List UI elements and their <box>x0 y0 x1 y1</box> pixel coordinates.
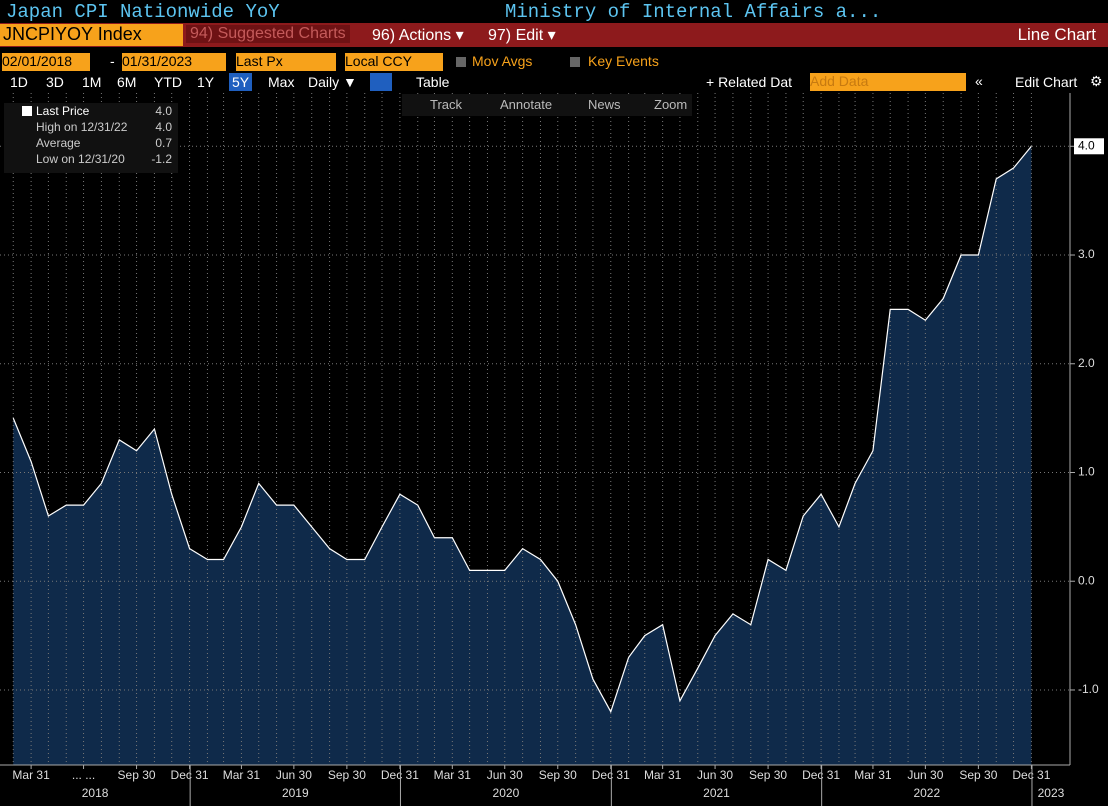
suggested-charts[interactable]: 94) Suggested Charts <box>186 25 350 43</box>
y-tick-label: -1.0 <box>1078 682 1099 696</box>
legend-swatch <box>22 106 32 116</box>
period-button[interactable]: 5Y <box>229 73 253 91</box>
period-button[interactable]: 6M <box>117 74 137 90</box>
y-tick-label: 0.0 <box>1078 573 1095 587</box>
dash: - <box>110 53 115 69</box>
x-tick-label: Mar 31 <box>12 768 50 782</box>
x-tick-label: Mar 31 <box>434 768 472 782</box>
settings[interactable]: ⚙ <box>1090 73 1103 89</box>
y-tick-label: 1.0 <box>1078 465 1095 479</box>
legend-label: Last Price <box>36 104 90 118</box>
last-value-label: 4.0 <box>1078 138 1095 152</box>
year-label: 2018 <box>82 786 109 800</box>
period-button[interactable]: YTD <box>154 74 182 90</box>
header: Japan CPI Nationwide YoY Ministry of Int… <box>0 0 1108 23</box>
x-tick-label: Sep 30 <box>749 768 787 782</box>
period-button[interactable]: 1D <box>10 74 28 90</box>
tool-bar: Track Annotate News Zoom <box>402 94 692 116</box>
period-bar: Daily ▼ Table + Related Dat Add Data « E… <box>0 72 1108 92</box>
tool-button[interactable]: Zoom <box>654 97 688 112</box>
menu-bar: JNCPIYOY Index 94) Suggested Charts 96) … <box>0 23 1108 47</box>
add-data[interactable]: Add Data <box>810 73 966 91</box>
chart-icon[interactable] <box>370 73 392 91</box>
checkbox[interactable] <box>570 57 580 67</box>
x-tick-label: Mar 31 <box>644 768 682 782</box>
x-tick-label: Mar 31 <box>223 768 261 782</box>
year-label: 2019 <box>282 786 309 800</box>
range-bar: 02/01/2018 - 01/31/2023 Last Px Local CC… <box>0 52 1108 72</box>
table[interactable]: Table <box>416 74 450 90</box>
year-label: 2020 <box>493 786 520 800</box>
edit-chart[interactable]: Edit Chart <box>1015 74 1078 90</box>
y-tick-label: 3.0 <box>1078 247 1095 261</box>
x-tick-label: Jun 30 <box>697 768 733 782</box>
field[interactable]: Last Px <box>236 53 336 71</box>
legend-label: Average <box>36 136 81 150</box>
x-tick-label: Jun 30 <box>487 768 523 782</box>
period-button[interactable]: 1M <box>82 74 102 90</box>
tool-button[interactable]: Track <box>430 97 463 112</box>
x-tick-label: Sep 30 <box>959 768 997 782</box>
y-tick-label: 2.0 <box>1078 356 1095 370</box>
end-date[interactable]: 01/31/2023 <box>122 53 226 71</box>
title: Japan CPI Nationwide YoY <box>6 1 280 23</box>
view-name: Line Chart <box>1017 25 1096 44</box>
tool-button[interactable]: News <box>588 97 621 112</box>
currency[interactable]: Local CCY <box>345 53 443 71</box>
legend-value: 4.0 <box>155 120 172 134</box>
x-tick-label: Sep 30 <box>118 768 156 782</box>
legend-value: 0.7 <box>155 136 172 150</box>
related-data[interactable]: + Related Dat <box>706 74 792 90</box>
x-tick-label: Sep 30 <box>539 768 577 782</box>
year-label: 2021 <box>703 786 730 800</box>
last-value-box <box>1074 138 1104 155</box>
line <box>12 145 1032 714</box>
collapse[interactable]: « <box>975 73 983 89</box>
mov-avgs[interactable]: Mov Avgs <box>472 53 533 69</box>
period-button[interactable]: Max <box>268 74 295 90</box>
x-tick-label: ... ... <box>72 768 95 782</box>
year-label: 2023 <box>1038 786 1065 800</box>
start-date[interactable]: 02/01/2018 <box>2 53 90 71</box>
legend-label: Low on 12/31/20 <box>36 152 125 166</box>
x-tick-label: Mar 31 <box>854 768 892 782</box>
key-events[interactable]: Key Events <box>588 53 659 69</box>
tool-button[interactable]: Annotate <box>500 97 553 112</box>
chart: -1.0 0.0 1.0 2.0 3.0 4.0 4.0 Mar 31 ... ... Sep 3… <box>0 93 1104 806</box>
period-button[interactable]: 3D <box>46 74 64 90</box>
period-button[interactable]: 1Y <box>197 74 215 90</box>
source: Ministry of Internal Affairs a... <box>505 1 882 23</box>
legend-value: -1.2 <box>151 152 172 166</box>
legend: Last Price 4.0 High on 12/31/22 4.0 Average 0… <box>4 103 178 173</box>
actions[interactable]: 96) Actions ▾ <box>372 27 464 44</box>
x-tick-label: Jun 30 <box>907 768 943 782</box>
x-tick-label: Sep 30 <box>328 768 366 782</box>
legend-value: 4.0 <box>155 104 172 118</box>
checkbox[interactable] <box>456 57 466 67</box>
edit[interactable]: 97) Edit ▾ <box>488 27 556 44</box>
frequency[interactable]: Daily ▼ <box>308 74 357 90</box>
year-label: 2022 <box>913 786 940 800</box>
legend-label: High on 12/31/22 <box>36 120 128 134</box>
x-tick-label: Jun 30 <box>276 768 312 782</box>
area <box>13 146 1032 765</box>
ticker[interactable]: JNCPIYOY Index <box>0 24 183 46</box>
